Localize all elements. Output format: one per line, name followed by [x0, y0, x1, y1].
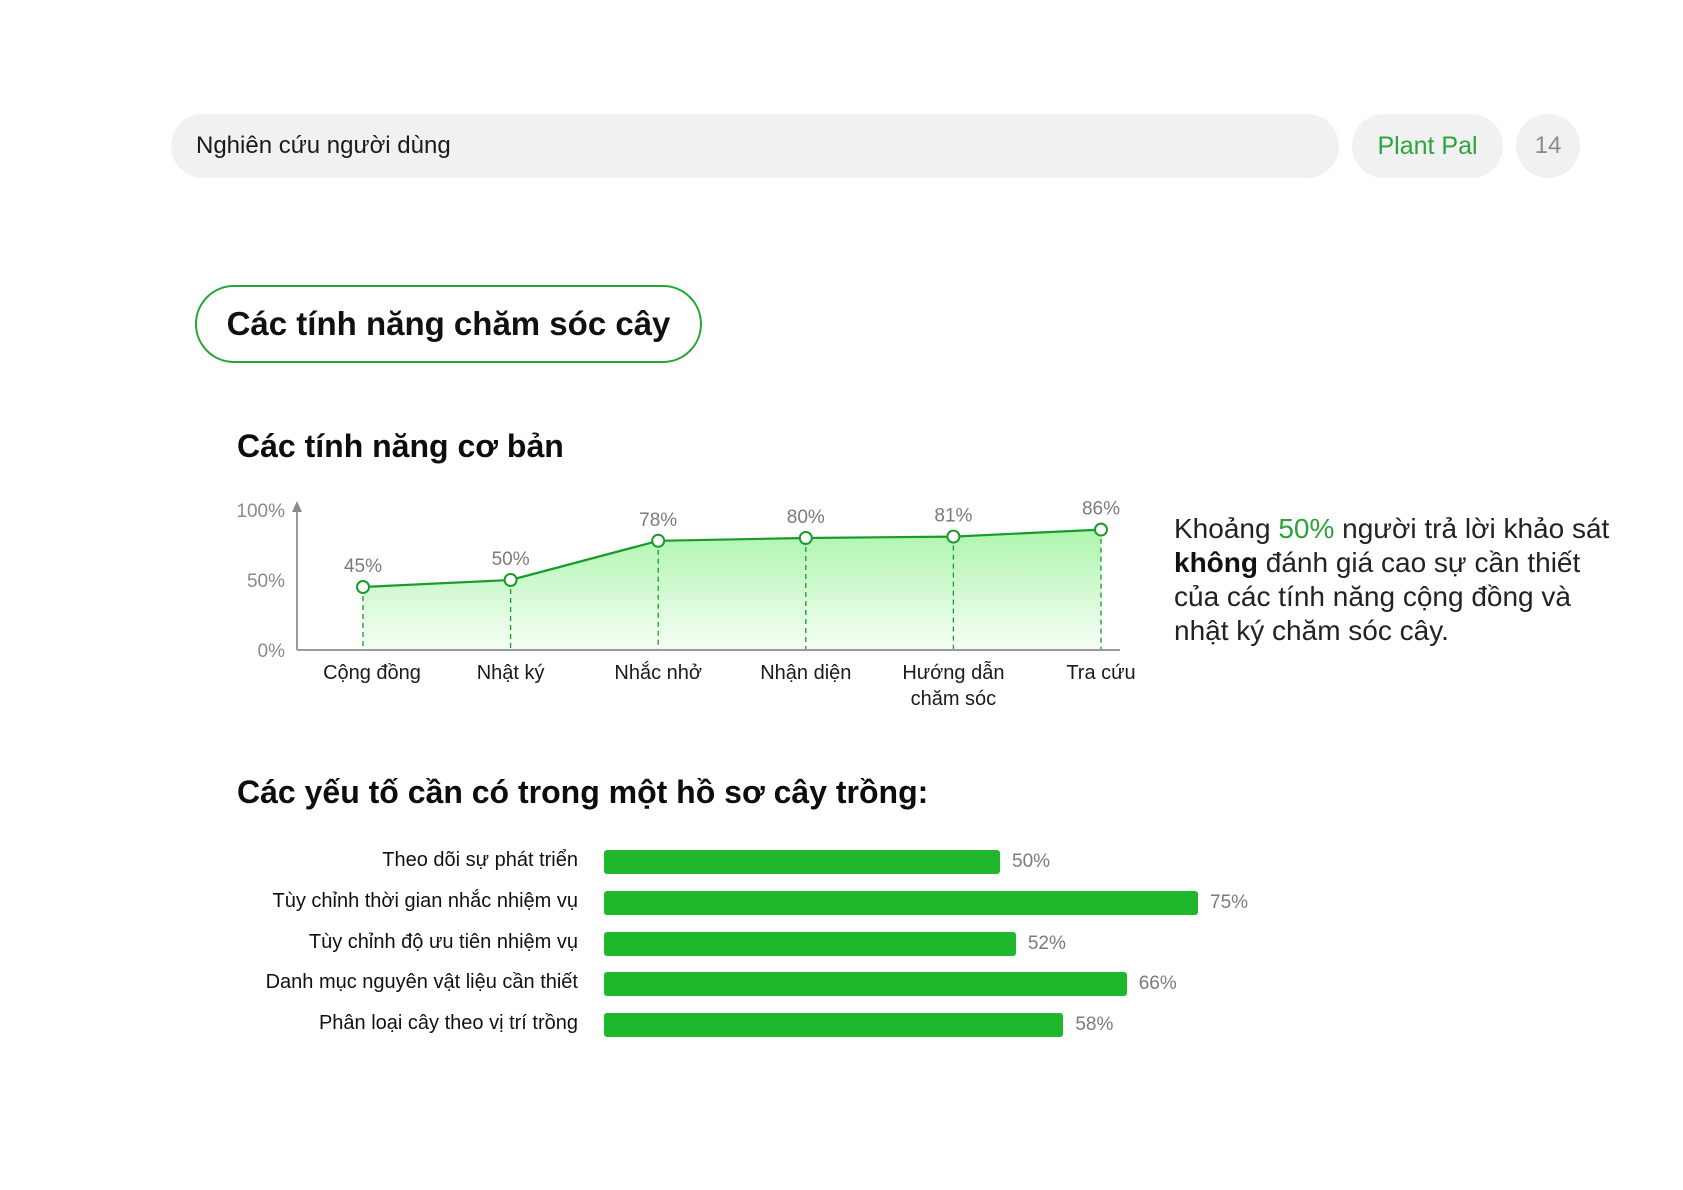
bar-value-label: 75% — [1210, 892, 1249, 913]
bar-value-label: 66% — [1138, 973, 1177, 994]
data-point — [1094, 522, 1108, 537]
data-label: 45% — [344, 556, 382, 577]
bar-category-label: Danh mục nguyên vật liệu cần thiết — [265, 971, 578, 993]
x-tick-label: Tra cứu — [1066, 662, 1135, 684]
survey-note-text-3: đánh giá cao sự cần thiết của các tính n… — [1174, 547, 1581, 646]
data-point — [798, 531, 813, 545]
bar-category-label: Theo dõi sự phát triển — [382, 849, 578, 871]
brand-badge: Plant Pal — [1352, 114, 1503, 178]
x-tick-label: Cộng đồng — [323, 662, 421, 684]
bar-value-label: 50% — [1012, 851, 1051, 872]
basic-features-title: Các tính năng cơ bản — [237, 428, 564, 464]
data-label: 78% — [639, 510, 677, 531]
x-tick-label: Hướng dẫn — [902, 661, 1004, 684]
data-label: 80% — [787, 507, 825, 528]
page-number: 14 — [1516, 114, 1580, 178]
x-tick-label: Nhận diện — [760, 662, 851, 684]
series-line — [362, 528, 1102, 589]
profile-features-title: Các yếu tố cần có trong một hồ sơ cây tr… — [237, 774, 929, 810]
data-point — [503, 573, 518, 587]
data-point — [356, 580, 370, 594]
header-section-title: Nghiên cứu người dùng — [196, 132, 451, 159]
survey-note: Khoảng 50% người trả lời khảo sát không … — [1174, 512, 1619, 648]
survey-note-text-1: Khoảng — [1174, 513, 1279, 544]
survey-note-bold: không — [1174, 547, 1258, 578]
y-tick-label: 100% — [236, 501, 285, 522]
data-point — [946, 529, 961, 544]
bar — [604, 891, 1198, 915]
bar — [604, 850, 1000, 874]
survey-note-highlight: 50% — [1278, 513, 1335, 544]
section-title-pill: Các tính năng chăm sóc cây — [195, 285, 702, 363]
data-label: 50% — [492, 549, 530, 570]
x-tick-label: Nhắc nhở — [614, 661, 702, 684]
y-tick-label: 0% — [258, 641, 286, 662]
area-fill — [363, 529, 1101, 650]
y-tick-label: 50% — [247, 571, 285, 592]
x-tick-label: chăm sóc — [911, 688, 997, 710]
survey-note-text-2: người trả lời khảo sát — [1334, 513, 1610, 544]
header-section-bar: Nghiên cứu người dùng — [171, 114, 1339, 178]
bar-value-label: 52% — [1027, 933, 1066, 954]
bar-category-label: Tùy chỉnh độ ưu tiên nhiệm vụ — [308, 931, 578, 953]
bar — [604, 932, 1016, 956]
basic-features-line-chart: 0% 50% 100% 45% 50% 78% 80% 81% 86% Cộng đồng Nhật… — [236, 499, 1135, 710]
bar-value-label: 58% — [1075, 1014, 1114, 1035]
data-label: 81% — [934, 506, 972, 527]
data-point — [651, 533, 666, 548]
bar-category-label: Tùy chỉnh thời gian nhắc nhiệm vụ — [272, 890, 578, 912]
bar — [604, 1013, 1064, 1037]
y-axis-arrow-icon — [292, 501, 302, 512]
bar — [604, 972, 1127, 996]
bar-category-label: Phân loại cây theo vị trí trồng — [318, 1012, 578, 1034]
data-label: 86% — [1082, 499, 1120, 520]
x-tick-label: Nhật ký — [477, 662, 545, 684]
